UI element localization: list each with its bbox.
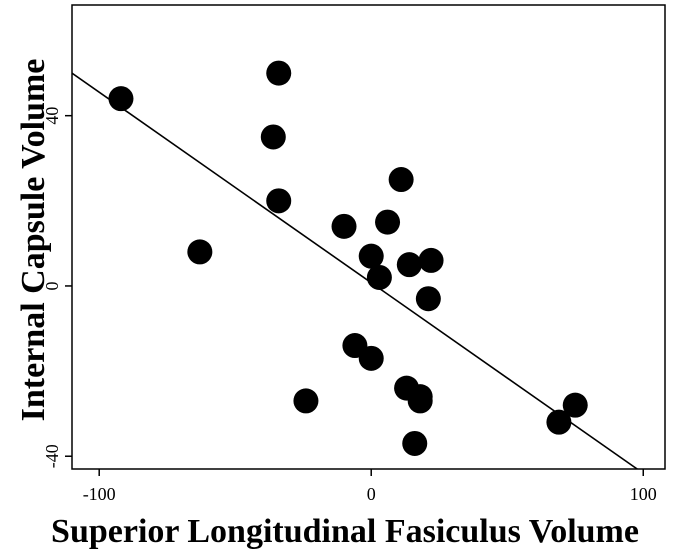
plot-area xyxy=(72,60,639,469)
data-point xyxy=(108,86,134,112)
x-tick-label: 0 xyxy=(367,484,376,504)
data-point xyxy=(260,124,286,150)
x-tick-label: 100 xyxy=(630,484,657,504)
x-tick-label: -100 xyxy=(83,484,116,504)
data-point xyxy=(266,188,292,214)
data-point xyxy=(187,239,213,265)
data-point xyxy=(266,60,292,86)
y-tick-label: -40 xyxy=(42,444,62,468)
data-point xyxy=(366,264,392,290)
data-point xyxy=(415,286,441,312)
data-point xyxy=(396,252,422,278)
y-tick-label: 0 xyxy=(42,281,62,290)
data-point xyxy=(388,167,414,193)
data-point xyxy=(293,388,319,414)
data-point xyxy=(358,345,384,371)
data-point xyxy=(331,213,357,239)
y-tick-label: 40 xyxy=(42,107,62,125)
data-point xyxy=(375,209,401,235)
axes: -100 0 100 -40 0 40 xyxy=(42,4,666,504)
data-point xyxy=(562,392,588,418)
data-point xyxy=(546,409,572,435)
y-axis-title: Internal Capsule Volume xyxy=(15,59,52,422)
data-point xyxy=(407,388,433,414)
x-axis-title: Superior Longitudinal Fasiculus Volume xyxy=(51,513,639,550)
plot-frame xyxy=(71,4,666,470)
regression-line xyxy=(72,72,639,469)
data-point xyxy=(358,243,384,269)
data-point xyxy=(402,430,428,456)
data-point xyxy=(418,247,444,273)
